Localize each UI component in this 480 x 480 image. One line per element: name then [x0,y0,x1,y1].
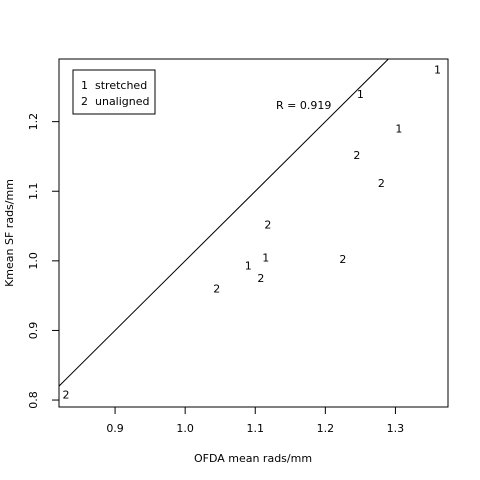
legend-label-stretched: stretched [95,79,147,92]
y-tick-label: 0.9 [27,322,40,340]
data-point-unaligned: 2 [378,177,385,190]
correlation-annotation: R = 0.919 [276,99,331,112]
data-point-stretched: 1 [262,251,269,264]
data-point-stretched: 1 [434,63,441,76]
y-tick-label: 1.0 [27,252,40,270]
data-point-unaligned: 2 [264,219,271,232]
legend: 1 stretched 2 unaligned [72,69,156,115]
data-point-unaligned: 2 [257,272,264,285]
legend-box [72,69,156,115]
x-axis-label: OFDA mean rads/mm [194,452,312,465]
y-tick-label: 1.2 [27,113,40,131]
data-point-unaligned: 2 [213,283,220,296]
legend-label-unaligned: unaligned [95,95,150,108]
data-point-stretched: 1 [395,123,402,136]
x-tick-label: 0.9 [106,422,124,435]
x-axis: 0.9 1.0 1.1 1.2 1.3 [106,406,405,435]
x-tick-label: 1.3 [387,422,405,435]
legend-symbol-1: 1 [81,79,88,92]
x-tick-label: 1.1 [247,422,265,435]
data-point-stretched: 1 [357,88,364,101]
y-tick-label: 1.1 [27,182,40,200]
y-axis-label: Kmean SF rads/mm [3,179,16,287]
data-point-unaligned: 2 [339,253,346,266]
data-point-stretched: 1 [245,260,252,273]
y-axis: 0.8 0.9 1.0 1.1 1.2 [27,113,60,409]
data-point-unaligned: 2 [63,388,70,401]
data-point-unaligned: 2 [353,149,360,162]
y-tick-label: 0.8 [27,391,40,409]
x-tick-label: 1.2 [317,422,335,435]
legend-symbol-2: 2 [81,95,88,108]
x-tick-label: 1.0 [176,422,194,435]
